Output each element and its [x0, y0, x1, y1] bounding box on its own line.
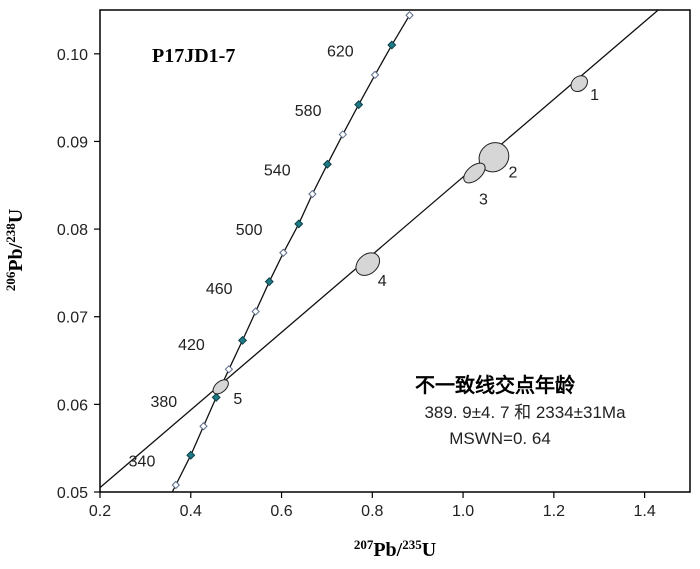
error-ellipse — [212, 379, 229, 395]
mswd-value: MSWN=0. 64 — [449, 429, 551, 448]
y-tick-label: 0.09 — [57, 134, 88, 151]
x-axis-mass1: 207 — [354, 537, 374, 552]
x-axis: 0.2 0.4 0.6 0.8 1.0 1.2 1.4 — [89, 492, 656, 520]
y-axis-mass1: 206 — [3, 271, 18, 291]
error-ellipse — [463, 162, 486, 184]
discordia-line — [100, 10, 659, 489]
concordia-marker-open — [251, 307, 260, 316]
age-label: 620 — [327, 43, 354, 60]
age-label: 380 — [150, 394, 177, 411]
concordia-marker-open — [224, 365, 234, 374]
sample-title: P17JD1-7 — [152, 45, 235, 67]
y-axis-element2: U — [5, 209, 27, 223]
concordia-marker-filled — [211, 392, 221, 402]
age-label: 460 — [206, 281, 233, 298]
y-tick-label: 0.06 — [57, 397, 88, 414]
concordia-marker-filled — [322, 159, 332, 169]
x-tick-label: 0.8 — [361, 503, 383, 520]
concordia-marker-filled — [264, 277, 274, 287]
concordia-marker-open — [308, 189, 317, 199]
y-tick-label: 0.10 — [57, 47, 88, 64]
concordia-marker-filled — [354, 100, 364, 110]
concordia-marker-open — [370, 70, 380, 80]
age-label: 500 — [236, 222, 263, 239]
y-tick-label: 0.05 — [57, 485, 88, 502]
y-tick-label: 0.08 — [57, 222, 88, 239]
x-tick-label: 0.2 — [89, 503, 111, 520]
concordia-marker-open — [279, 248, 288, 257]
error-ellipse — [570, 75, 588, 93]
y-tick-label: 0.07 — [57, 310, 88, 327]
x-axis-element2: U — [422, 539, 436, 561]
x-axis-mass2: 235 — [402, 537, 422, 552]
error-ellipse — [355, 252, 381, 276]
intercept-age-title: 不一致线交点年龄 — [415, 373, 576, 397]
age-label: 420 — [178, 337, 205, 354]
x-tick-label: 1.2 — [543, 503, 565, 520]
x-axis-element1: Pb/ — [373, 539, 402, 561]
x-tick-label: 1.0 — [452, 503, 474, 520]
spot-label: 4 — [378, 273, 387, 290]
x-tick-label: 0.4 — [180, 503, 202, 520]
concordia-marker-open — [338, 130, 348, 139]
age-label: 580 — [295, 103, 322, 120]
x-axis-title: 207Pb/235U — [354, 537, 436, 562]
spot-label: 1 — [590, 87, 599, 104]
spot-label: 3 — [479, 191, 488, 208]
intercept-ages: 389. 9±4. 7 和 2334±31Ma — [424, 403, 626, 422]
concordia-marker-open — [405, 11, 414, 20]
spot-label: 2 — [508, 164, 517, 181]
concordia-curve — [171, 14, 411, 492]
y-axis-element1: Pb/ — [5, 242, 27, 271]
age-label: 340 — [129, 453, 156, 470]
y-axis-title: 206Pb/238U — [3, 209, 28, 291]
concordia-marker-open — [171, 480, 180, 490]
age-label: 540 — [264, 162, 291, 179]
x-tick-label: 1.4 — [633, 503, 655, 520]
concordia-marker-open — [199, 422, 208, 431]
label-layer: 1 2 3 4 5 340 380 420 460 500 540 580 620 — [129, 43, 599, 470]
concordia-marker-filled — [186, 450, 196, 460]
y-axis: 0.05 0.06 0.07 0.08 0.09 0.10 — [57, 47, 100, 502]
plot-area — [99, 9, 691, 493]
concordia-marker-filled — [294, 219, 304, 229]
x-tick-label: 0.6 — [270, 503, 292, 520]
concordia-marker-filled — [387, 40, 397, 50]
plot-layer — [100, 10, 659, 492]
y-axis-mass2: 238 — [3, 223, 18, 243]
spot-label: 5 — [233, 391, 242, 408]
concordia-marker-filled — [238, 335, 248, 345]
